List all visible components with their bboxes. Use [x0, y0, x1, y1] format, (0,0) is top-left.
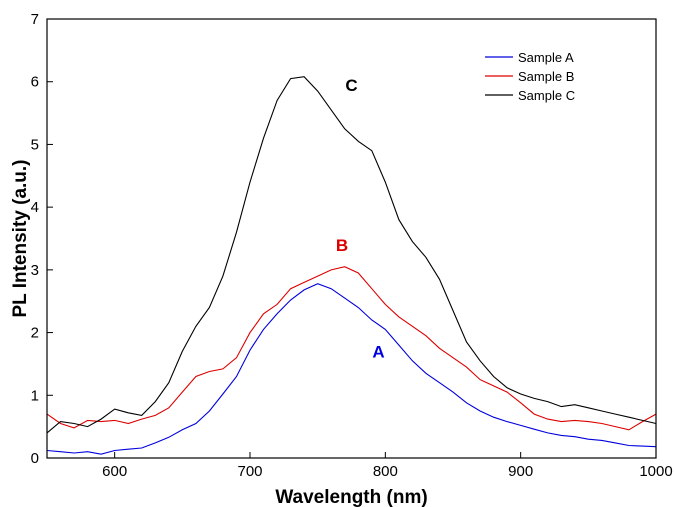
x-axis-title: Wavelength (nm)	[275, 487, 427, 507]
x-axis: 600 700 800 900 1000	[102, 452, 673, 480]
x-tick-label: 600	[102, 463, 127, 480]
y-tick-label: 2	[31, 325, 39, 342]
legend-label: Sample A	[518, 50, 574, 65]
y-tick-label: 0	[31, 450, 39, 467]
legend-label: Sample B	[518, 69, 574, 84]
annotation-label: B	[336, 236, 348, 255]
series-line-2	[46, 266, 657, 431]
series-line-3	[46, 76, 657, 434]
series-line-1	[46, 283, 657, 455]
legend: Sample A Sample B Sample C	[485, 50, 575, 103]
annotations: A B C	[336, 76, 385, 362]
y-tick-label: 1	[31, 387, 39, 404]
legend-label: Sample C	[518, 88, 575, 103]
x-tick-label: 900	[508, 463, 533, 480]
y-tick-label: 6	[31, 74, 39, 91]
y-tick-label: 4	[31, 199, 39, 216]
annotation-label: A	[372, 343, 384, 362]
annotation-label: C	[345, 76, 357, 95]
x-tick-label: 700	[237, 463, 262, 480]
plot-frame	[46, 18, 657, 459]
plot-lines	[46, 76, 657, 455]
y-axis: 0 1 2 3 4 5 6 7	[31, 11, 53, 467]
y-axis-title: PL Intensity (a.u.)	[10, 159, 31, 317]
x-tick-label: 1000	[639, 463, 672, 480]
y-tick-label: 3	[31, 262, 39, 279]
y-tick-label: 7	[31, 11, 39, 28]
y-tick-label: 5	[31, 136, 39, 153]
x-tick-label: 800	[373, 463, 398, 480]
